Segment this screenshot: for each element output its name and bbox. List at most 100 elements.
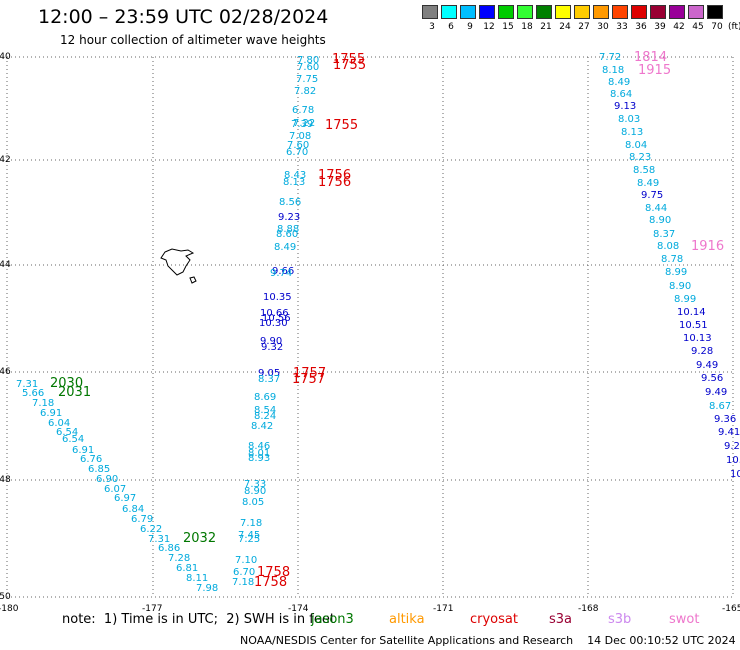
wave-height-label: 6.91 (72, 445, 95, 456)
wave-height-label: 7.18 (240, 518, 263, 529)
map-title: 12:00 – 23:59 UTC 02/28/2024 (38, 6, 329, 28)
wave-height-label: 6.91 (40, 408, 63, 419)
wave-height-label: 9.66 (272, 266, 295, 277)
wave-height-label: 10.30 (259, 318, 288, 329)
wave-height-label: 8.90 (669, 281, 692, 292)
colorbar-swatch (669, 5, 685, 19)
colorbar-label: 24 (559, 22, 571, 32)
colorbar-label: 3 (429, 22, 435, 32)
wave-height-label: 6.54 (62, 434, 85, 445)
colorbar-label: 15 (502, 22, 514, 32)
satellite-legend-item: altika (389, 612, 425, 627)
wave-height-label: 10.13 (683, 333, 712, 344)
colorbar-swatch (555, 5, 571, 19)
wave-height-label: 7.72 (599, 52, 622, 63)
wave-height-label: 8.54 (254, 405, 277, 416)
wave-height-label: 7.10 (235, 555, 258, 566)
wave-height-label: 9.90 (260, 336, 283, 347)
wave-height-label: 8.08 (657, 241, 680, 252)
wave-height-label: 8.44 (645, 203, 668, 214)
pass-time-label: 1756 (318, 168, 352, 183)
latitude-tick: -42 (0, 155, 11, 165)
wave-height-label: 8.04 (625, 140, 648, 151)
colorbar-label: 70 (711, 22, 723, 32)
wave-height-label: 7.25 (238, 534, 261, 545)
colorbar-swatch (593, 5, 609, 19)
wave-height-label: 7.60 (297, 62, 320, 73)
wave-height-label: 6.86 (158, 543, 181, 554)
wave-height-label: 10.51 (679, 320, 708, 331)
pass-time-label: 1755 (333, 58, 367, 73)
longitude-tick: -174 (288, 604, 309, 614)
wave-height-label: 7.08 (289, 131, 312, 142)
pass-time-label: 1915 (638, 63, 672, 78)
pass-time-label: 1916 (691, 239, 725, 254)
colorbar-swatch (688, 5, 704, 19)
wave-height-label: 8.18 (602, 65, 625, 76)
wave-height-label: 8.88 (277, 224, 300, 235)
colorbar-swatch (650, 5, 666, 19)
colorbar-swatch (441, 5, 457, 19)
wave-height-label: 7.18 (32, 398, 55, 409)
wave-height-label: 6.70 (286, 147, 309, 158)
wave-height-label: 8.37 (258, 374, 281, 385)
wave-height-label: 6.84 (122, 504, 145, 515)
wave-height-label: 8.93 (248, 453, 271, 464)
colorbar-swatch (479, 5, 495, 19)
colorbar-label: 33 (616, 22, 628, 32)
island-outline (160, 248, 197, 284)
wave-height-label: 9.32 (261, 342, 284, 353)
satellite-legend-item: swot (669, 612, 700, 627)
pass-time-label: 1755 (325, 118, 359, 133)
wave-height-label: 7.18 (232, 577, 255, 588)
wave-height-label: 10.66 (260, 308, 289, 319)
wave-height-label: 10. (726, 455, 740, 466)
wave-height-label: 7.28 (168, 553, 191, 564)
colorbar-label: 9 (467, 22, 473, 32)
wave-height-label: 6.70 (233, 567, 256, 578)
pass-time-label: 1757 (293, 366, 327, 381)
colorbar-swatch (422, 5, 438, 19)
colorbar-unit: (ft) (728, 22, 740, 32)
latitude-tick: -50 (0, 592, 11, 602)
longitude-tick: -177 (142, 604, 163, 614)
wave-height-label: 8.13 (283, 177, 306, 188)
pass-time-label: 2031 (58, 385, 92, 400)
colorbar-label: 6 (448, 22, 454, 32)
wave-height-label: 7.22 (293, 118, 316, 129)
colorbar-swatch (631, 5, 647, 19)
wave-height-label: 6.81 (176, 563, 199, 574)
wave-height-label: 8.90 (649, 215, 672, 226)
wave-height-label: 7.98 (196, 583, 219, 594)
wave-height-label: 8.24 (254, 411, 277, 422)
wave-height-label: 8.23 (629, 152, 652, 163)
wave-height-label: 8.69 (254, 392, 277, 403)
satellite-legend-item: cryosat (470, 612, 518, 627)
longitude-tick: -168 (578, 604, 599, 614)
wave-height-label: 7.60 (287, 140, 310, 151)
map-subtitle: 12 hour collection of altimeter wave hei… (60, 33, 326, 47)
wave-height-label: 9.75 (641, 190, 664, 201)
wave-height-label: 8.60 (276, 229, 299, 240)
latitude-tick: -46 (0, 367, 11, 377)
wave-height-label: 7.45 (238, 530, 261, 541)
wave-height-label: 8.37 (653, 229, 676, 240)
wave-height-label: 6.78 (292, 105, 315, 116)
wave-height-label: 8.64 (610, 89, 633, 100)
wave-height-label: 9.2 (724, 441, 740, 452)
satellite-legend-item: s3a (549, 612, 573, 627)
colorbar-swatch (612, 5, 628, 19)
wave-height-label: 6.07 (104, 484, 127, 495)
wave-height-label: 8.43 (284, 170, 307, 181)
colorbar-swatch (536, 5, 552, 19)
wave-height-label: 7.31 (16, 379, 39, 390)
wave-height-label: 8.49 (637, 178, 660, 189)
wave-height-label: 8.11 (186, 573, 209, 584)
wave-height-label: 6.90 (96, 474, 119, 485)
colorbar-label: 18 (521, 22, 533, 32)
wave-height-label: 10.14 (677, 307, 706, 318)
wave-height-label: 10 (730, 469, 740, 480)
colorbar-label: 39 (654, 22, 666, 32)
colorbar-swatch (460, 5, 476, 19)
